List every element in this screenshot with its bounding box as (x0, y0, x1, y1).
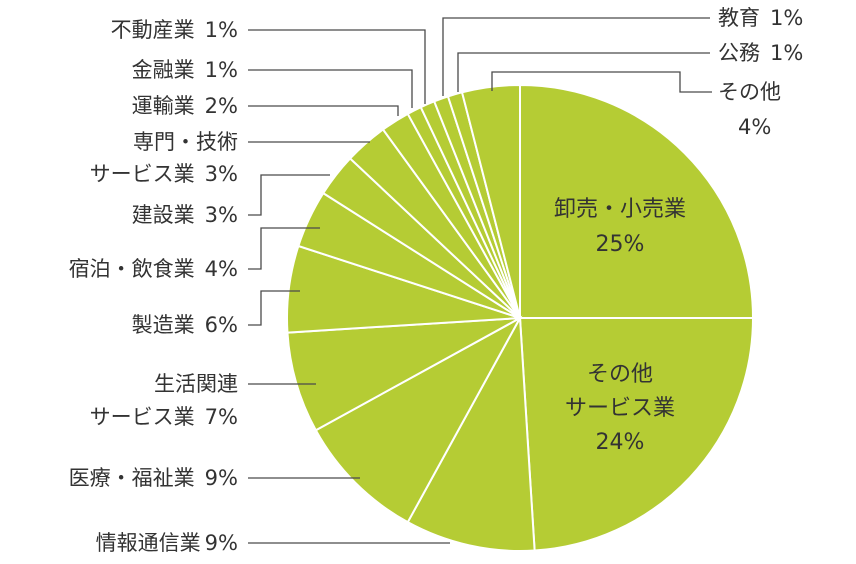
leader-seizou (248, 290, 300, 326)
label-sonota-service-value: 24% (596, 430, 645, 455)
label-unyu: 運輸業 2% (132, 94, 238, 118)
leader-sonota (491, 71, 712, 93)
label-senmon-line2: サービス業 3% (90, 162, 238, 186)
leader-koumu (457, 52, 710, 92)
leader-kensetsu (248, 174, 330, 216)
pie-slice-1 (518, 317, 755, 552)
pie-slice-3 (314, 315, 523, 524)
label-shukuhaku: 宿泊・飲食業 4% (69, 257, 238, 281)
label-koumu: 公務 1% (718, 41, 803, 65)
pie-slice-4 (286, 317, 521, 432)
inside-labels: 卸売・小売業 25% その他 サービス業 24% (554, 197, 686, 455)
outside-labels: 不動産業 1% 金融業 1% 運輸業 2% 専門・技術 サービス業 3% 建設業 3% 宿… (69, 6, 804, 555)
label-oroshiuri-value: 25% (596, 232, 645, 257)
leader-shukuhaku (248, 227, 320, 270)
label-sonota-service-line1: その他 (587, 362, 653, 387)
label-fudousan: 不動産業 1% (111, 18, 238, 42)
label-kyouiku: 教育 1% (718, 6, 803, 30)
leader-fudousan (248, 29, 426, 104)
label-sonota: その他 (718, 80, 781, 104)
leader-lines (248, 17, 712, 544)
pie-slice-2 (406, 314, 536, 552)
leader-kyouiku (442, 17, 710, 96)
label-kinyu: 金融業 1% (132, 58, 238, 82)
label-seikatsu-line2: サービス業 7% (90, 405, 238, 429)
label-senmon-line1: 専門・技術 (133, 130, 238, 154)
label-seizou: 製造業 6% (132, 313, 238, 337)
label-sonota-value: 4% (738, 115, 771, 139)
label-kensetsu: 建設業 3% (132, 203, 238, 227)
leader-kinyu (248, 69, 413, 108)
label-iryou: 医療・福祉業 9% (69, 466, 238, 490)
pie-slice-14 (460, 83, 521, 319)
pie-slices (286, 83, 755, 552)
label-sonota-service-line2: サービス業 (565, 396, 675, 421)
leader-unyu (248, 105, 399, 116)
label-seikatsu-line1: 生活関連 (154, 372, 238, 396)
label-oroshiuri: 卸売・小売業 (554, 197, 686, 222)
pie-slice-0 (519, 83, 755, 319)
label-jouhou: 情報通信業 9% (96, 531, 238, 555)
